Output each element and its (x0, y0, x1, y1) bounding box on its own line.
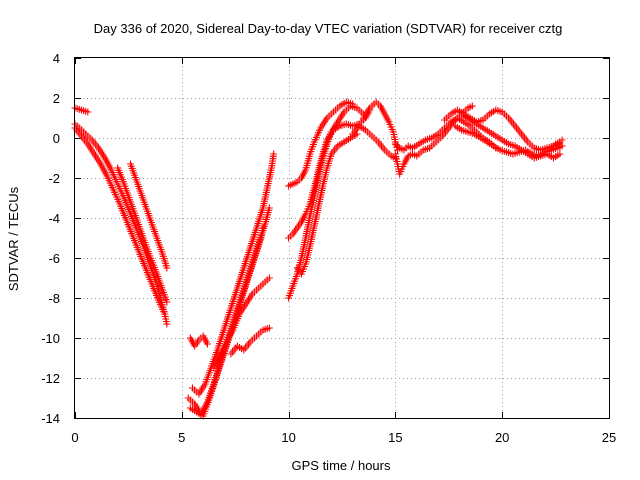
series-arc-21 (451, 122, 566, 160)
data-point (163, 298, 171, 306)
data-point (163, 264, 171, 272)
y-axis-label: SDTVAR / TECUs (6, 186, 21, 291)
x-tick-label: 5 (178, 430, 185, 445)
y-tick-label: 4 (53, 51, 60, 66)
y-tick-labels: -14 -12 -10 -8 -6 -4 -2 0 2 4 (41, 51, 60, 426)
data-points (71, 98, 566, 420)
y-tick-label: 2 (53, 91, 60, 106)
data-point (163, 320, 171, 328)
x-tick-label: 25 (602, 430, 616, 445)
data-point (203, 340, 211, 348)
series-arc-10 (210, 274, 273, 372)
y-tick-label: -14 (41, 411, 60, 426)
y-tick-label: -4 (48, 211, 60, 226)
series-arc-6 (184, 204, 273, 418)
x-tick-label: 10 (281, 430, 295, 445)
data-point (558, 136, 566, 144)
x-tick-label: 0 (71, 430, 78, 445)
series-arc-14 (285, 106, 374, 242)
data-point (161, 310, 169, 318)
data-point (259, 224, 267, 232)
series-arc-2 (71, 124, 169, 318)
y-tick-label: -6 (48, 251, 60, 266)
series-arc-9 (186, 332, 211, 350)
data-point (270, 150, 278, 158)
chart-title: Day 336 of 2020, Sidereal Day-to-day VTE… (94, 21, 563, 36)
plot-frame (74, 57, 610, 419)
data-point (556, 150, 564, 158)
series-arc-15 (293, 130, 361, 278)
series-arc-23 (547, 136, 566, 152)
series-arc-7 (188, 150, 278, 398)
series-arc-3 (114, 164, 171, 306)
data-point (265, 274, 273, 282)
data-point (84, 108, 92, 116)
y-tick-label: -12 (41, 371, 60, 386)
x-tick-labels: 0 5 10 15 20 25 (71, 430, 616, 445)
y-tick-label: -8 (48, 291, 60, 306)
data-point (265, 204, 273, 212)
y-tick-label: 0 (53, 131, 60, 146)
series-arc-16 (359, 98, 402, 154)
y-tick-label: -2 (48, 171, 60, 186)
y-tick-label: -10 (41, 331, 60, 346)
data-point (468, 102, 476, 110)
x-axis-label: GPS time / hours (292, 458, 391, 473)
x-tick-label: 15 (388, 430, 402, 445)
x-tick-label: 20 (495, 430, 509, 445)
series-arc-12 (285, 98, 357, 190)
series-arc-22 (460, 112, 564, 162)
series-arc-11 (227, 324, 273, 358)
data-point (265, 324, 273, 332)
data-point (558, 142, 566, 150)
series-arc-4 (127, 160, 171, 272)
